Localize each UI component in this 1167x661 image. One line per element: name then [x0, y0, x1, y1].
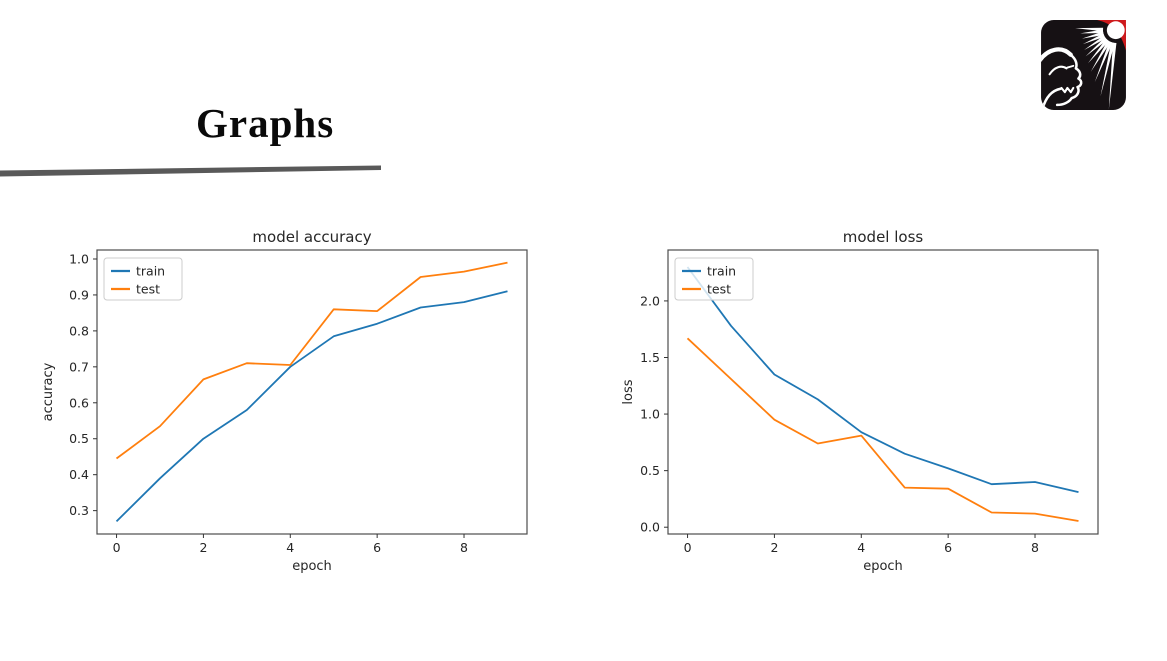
- logo-face-ear: [1048, 65, 1068, 76]
- logo-sun-ray: [1075, 27, 1104, 32]
- logo-face-eye: [1066, 64, 1075, 69]
- test-line: [115, 261, 508, 460]
- x-axis-label: epoch: [863, 559, 903, 574]
- logo-sun-ray: [1084, 35, 1106, 50]
- legend-label-train: train: [136, 264, 165, 279]
- accuracy-chart: 0 2 4 6 8 0.3 0.4 0.5 0.6 0.7 0.8 0.9 1.0 model accur…: [40, 228, 550, 578]
- logo-sun-ray: [1085, 37, 1108, 57]
- logo-face-teeth: [1060, 86, 1075, 94]
- chart-title: model loss: [843, 228, 924, 246]
- x-tick-label: 4: [286, 540, 294, 555]
- logo-sun-ray: [1081, 31, 1104, 39]
- x-tick-label: 8: [1031, 540, 1039, 555]
- sunburst-face-logo-icon: [1041, 20, 1126, 110]
- logo-sun-ray: [1090, 40, 1111, 72]
- title-divider: [0, 165, 381, 177]
- logo-face-profile: [1055, 53, 1083, 107]
- chart-title: model accuracy: [252, 228, 371, 246]
- logo-sun-ray: [1108, 42, 1117, 110]
- loss-chart-canvas: 0 2 4 6 8 0.0 0.5 1.0 1.5 2.0 model loss epoch loss t…: [621, 228, 1099, 574]
- x-tick-label: 6: [373, 540, 381, 555]
- y-tick-label: 0.5: [640, 463, 660, 478]
- x-tick-label: 2: [199, 540, 207, 555]
- legend-label-test: test: [707, 282, 731, 297]
- logo-sun-ray: [1082, 33, 1105, 45]
- x-tick-label: 6: [944, 540, 952, 555]
- train-line: [115, 290, 508, 523]
- test-line: [686, 337, 1079, 522]
- slide-title: Graphs: [196, 100, 335, 146]
- legend-label-train: train: [707, 264, 736, 279]
- y-tick-label: 0.6: [69, 395, 89, 410]
- y-tick-label: 0.3: [69, 503, 89, 518]
- logo-sun-ray: [1100, 42, 1115, 97]
- logo-sun-ray: [1087, 38, 1109, 64]
- train-line: [686, 266, 1079, 493]
- logo-sun-ray: [1094, 41, 1113, 83]
- accuracy-chart-canvas: 0 2 4 6 8 0.3 0.4 0.5 0.6 0.7 0.8 0.9 1.0 model accur…: [41, 228, 528, 574]
- y-axis-label: loss: [621, 379, 636, 404]
- y-tick-label: 0.4: [69, 467, 89, 482]
- y-tick-label: 1.0: [69, 251, 89, 266]
- x-tick-label: 2: [770, 540, 778, 555]
- y-tick-label: 0.9: [69, 287, 89, 302]
- logo-sun: [1106, 21, 1125, 40]
- plot-frame: [667, 249, 1099, 535]
- x-tick-label: 0: [113, 540, 121, 555]
- y-tick-label: 0.8: [69, 323, 89, 338]
- y-axis-label: accuracy: [41, 362, 56, 421]
- x-tick-label: 8: [460, 540, 468, 555]
- plot-frame: [96, 249, 528, 535]
- logo-sun-ray: [1080, 29, 1104, 34]
- divider-line: [0, 165, 381, 177]
- legend-label-test: test: [136, 282, 160, 297]
- loss-chart: 0 2 4 6 8 0.0 0.5 1.0 1.5 2.0 model loss epoch loss t…: [620, 228, 1130, 578]
- y-tick-label: 1.0: [640, 407, 660, 422]
- logo-face-hair: [1041, 47, 1073, 63]
- y-tick-label: 2.0: [640, 293, 660, 308]
- x-tick-label: 4: [857, 540, 865, 555]
- y-tick-label: 1.5: [640, 350, 660, 365]
- y-tick-label: 0.0: [640, 520, 660, 535]
- y-tick-label: 0.7: [69, 359, 89, 374]
- x-axis-label: epoch: [292, 559, 332, 574]
- x-tick-label: 0: [684, 540, 692, 555]
- y-tick-label: 0.5: [69, 431, 89, 446]
